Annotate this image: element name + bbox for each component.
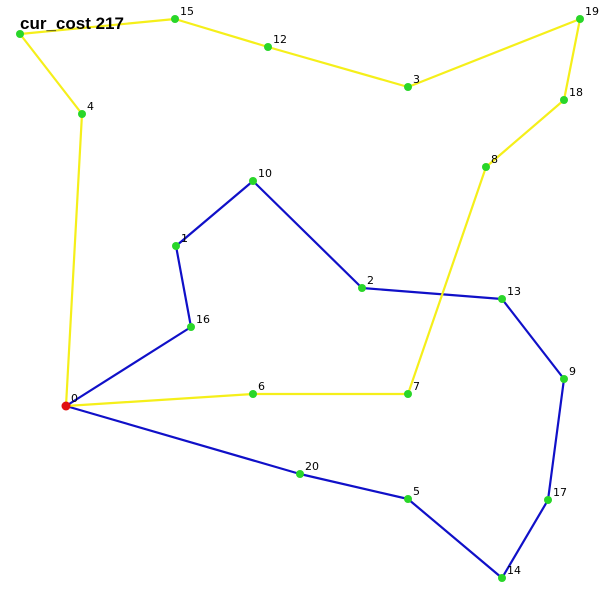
node-label-7: 7 — [413, 380, 420, 393]
node-label-20: 20 — [305, 460, 319, 473]
node-label-0: 0 — [71, 392, 78, 405]
node-7 — [404, 390, 412, 398]
route-2-edge-3-12 — [266, 45, 410, 89]
node-label-13: 13 — [507, 285, 521, 298]
route-1-edge-10-2 — [251, 179, 364, 290]
route-1-edge-0-16 — [64, 325, 193, 408]
node-label-14: 14 — [507, 564, 521, 577]
depot-node — [61, 401, 71, 411]
node-6 — [249, 390, 257, 398]
node-label-3: 3 — [413, 73, 420, 86]
node-8 — [482, 163, 490, 171]
route-1-edge-20-0 — [64, 404, 302, 476]
node-label-8: 8 — [491, 153, 498, 166]
node-label-12: 12 — [273, 33, 287, 46]
node-label-15: 15 — [180, 5, 194, 18]
cost-label: cur_cost 217 — [20, 14, 124, 33]
route-2-edge-7-8 — [406, 165, 488, 396]
node-20 — [296, 470, 304, 478]
route-edges — [18, 17, 582, 580]
node-17 — [544, 496, 552, 504]
route-2-edge-4-0 — [64, 112, 84, 408]
node-12 — [264, 43, 272, 51]
node-2 — [358, 284, 366, 292]
node-21 — [16, 30, 24, 38]
route-1-edge-2-13 — [360, 286, 504, 301]
route-1-edge-16-1 — [174, 244, 193, 329]
node-4 — [78, 110, 86, 118]
node-1 — [172, 242, 180, 250]
node-label-1: 1 — [181, 232, 188, 245]
route-2-edge-21-4 — [18, 32, 84, 116]
node-label-6: 6 — [258, 380, 265, 393]
node-15 — [171, 15, 179, 23]
route-1-edge-13-9 — [500, 297, 566, 381]
node-5 — [404, 495, 412, 503]
node-14 — [498, 574, 506, 582]
route-2-edge-8-18 — [484, 98, 566, 169]
node-16 — [187, 323, 195, 331]
node-18 — [560, 96, 568, 104]
node-3 — [404, 83, 412, 91]
node-label-9: 9 — [569, 365, 576, 378]
node-label-4: 4 — [87, 100, 94, 113]
route-2-edge-12-15 — [173, 17, 270, 49]
route-1-edge-17-14 — [500, 498, 550, 580]
node-label-19: 19 — [585, 5, 599, 18]
node-9 — [560, 375, 568, 383]
node-label-16: 16 — [196, 313, 210, 326]
route-2-edge-0-6 — [64, 392, 255, 408]
node-13 — [498, 295, 506, 303]
route-2-edge-15-21 — [18, 17, 177, 36]
node-label-10: 10 — [258, 167, 272, 180]
route-1-edge-9-17 — [546, 377, 566, 502]
node-label-2: 2 — [367, 274, 374, 287]
node-label-17: 17 — [553, 486, 567, 499]
route-1-edge-5-20 — [298, 472, 410, 501]
route-1-edge-14-5 — [406, 497, 504, 580]
node-label-5: 5 — [413, 485, 420, 498]
route-2-edge-19-3 — [406, 17, 582, 89]
node-19 — [576, 15, 584, 23]
route-2-edge-18-19 — [562, 17, 582, 102]
route-1-edge-1-10 — [174, 179, 255, 248]
node-label-18: 18 — [569, 86, 583, 99]
node-10 — [249, 177, 257, 185]
